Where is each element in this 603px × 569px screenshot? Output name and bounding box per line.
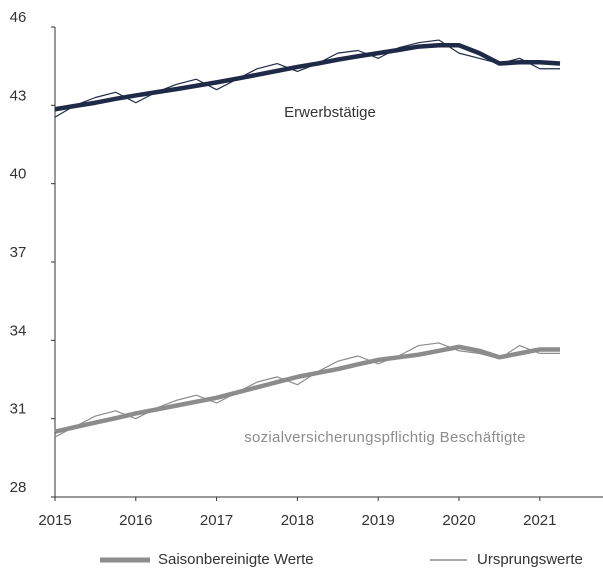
x-tick-label: 2021 [523, 512, 556, 529]
original-line [54, 342, 560, 438]
y-tick-label: 31 [10, 401, 27, 418]
x-tick-label: 2018 [281, 512, 314, 529]
y-tick-label: 37 [10, 244, 27, 261]
y-tick-label: 40 [10, 166, 27, 183]
y-tick-label: 46 [10, 9, 27, 26]
y-tick-label: 34 [10, 322, 27, 339]
x-tick-label: 2020 [442, 512, 475, 529]
group-label: sozialversicherungspflichtig Beschäftigt… [244, 429, 526, 446]
adjusted-line [54, 344, 560, 434]
legend-label: Ursprungswerte [477, 551, 583, 568]
x-tick-label: 2017 [200, 512, 233, 529]
y-tick-label: 28 [10, 479, 27, 496]
legend-label: Saisonbereinigte Werte [158, 551, 314, 568]
y-tick-label: 43 [10, 87, 27, 104]
group-label: Erwerbstätige [284, 104, 376, 121]
adjusted-line [54, 43, 561, 112]
x-tick-label: 2016 [119, 512, 152, 529]
x-tick-label: 2019 [362, 512, 395, 529]
x-tick-label: 2015 [38, 512, 71, 529]
